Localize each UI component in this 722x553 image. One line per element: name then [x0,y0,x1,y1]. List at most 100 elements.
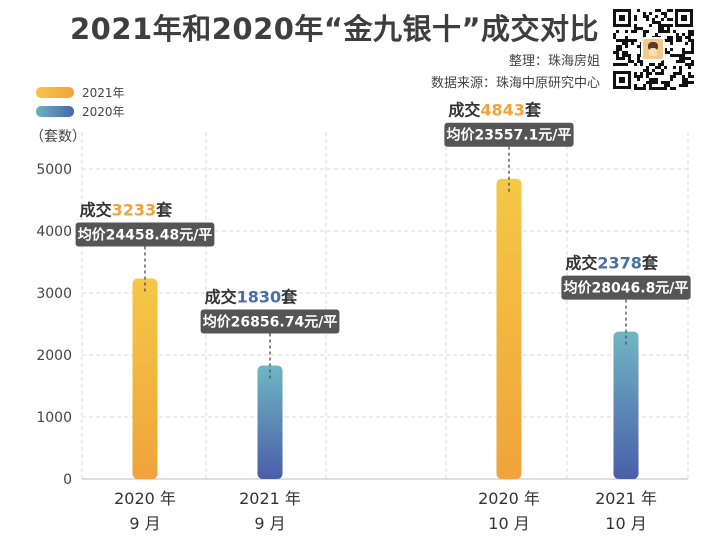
sales-number: 1830 [237,288,282,307]
qr-code [612,8,694,90]
qr-module [616,51,619,54]
price-label: 均价23557.1元/平 [447,127,572,144]
qr-module [637,45,640,48]
qr-module [673,30,676,33]
qr-module [655,9,658,12]
qr-module [619,63,622,66]
sales-label: 成交1830套 [205,288,299,307]
qr-module [640,75,643,78]
qr-module [685,63,688,66]
qr-module [661,60,664,63]
qr-module [637,9,640,12]
chart-title: 2021年和2020年“金九银十”成交对比 [70,12,600,46]
qr-module [688,72,691,75]
qr-module [634,84,637,87]
qr-module [688,63,691,66]
qr-module [691,30,694,33]
sales-prefix: 成交 [565,254,597,273]
qr-module [691,51,694,54]
qr-module [634,18,637,21]
qr-module [688,51,691,54]
qr-module [631,42,634,45]
qr-module [643,12,646,15]
qr-module [685,42,688,45]
qr-module [682,81,685,84]
qr-module [667,39,670,42]
qr-module [661,87,664,90]
y-axis-label: （套数） [30,129,86,145]
qr-module [691,75,694,78]
sales-suffix: 套 [641,254,659,273]
qr-module [613,63,616,66]
qr-module [688,36,691,39]
sales-prefix: 成交 [205,288,237,307]
qr-module [646,15,649,18]
qr-module [688,75,691,78]
qr-module [658,24,661,27]
qr-module [658,87,661,90]
qr-module [613,33,616,36]
qr-module [649,78,652,81]
qr-module [679,57,682,60]
qr-module [667,18,670,21]
qr-module [676,39,679,42]
qr-module [652,21,655,24]
qr-module [691,42,694,45]
x-tick-label: 10 月 [488,514,529,533]
qr-module [667,81,670,84]
qr-module [655,72,658,75]
qr-module [622,63,625,66]
qr-module [646,75,649,78]
qr-module [625,51,628,54]
qr-module [664,30,667,33]
qr-module [634,39,637,42]
qr-module [652,69,655,72]
qr-module [670,18,673,21]
y-tick-label: 2000 [36,348,72,364]
credit-editor: 整理：珠海房姐 [508,54,600,69]
qr-module [691,60,694,63]
qr-module [667,51,670,54]
qr-module [619,48,622,51]
qr-module [670,36,673,39]
qr-module [616,39,619,42]
qr-module [649,63,652,66]
qr-module [622,51,625,54]
qr-module [625,63,628,66]
qr-module [658,66,661,69]
qr-module [613,36,616,39]
qr-module [646,30,649,33]
qr-module [637,75,640,78]
price-label: 均价24458.48元/平 [78,227,213,244]
qr-module [628,39,631,42]
qr-module [637,78,640,81]
qr-module [679,54,682,57]
qr-module [670,24,673,27]
credit-source: 数据来源：珠海中原研究中心 [430,76,600,91]
qr-module [625,30,628,33]
qr-module [685,51,688,54]
qr-module [670,78,673,81]
qr-module [679,60,682,63]
qr-module [658,63,661,66]
qr-module [643,84,646,87]
qr-module [679,36,682,39]
qr-module [649,72,652,75]
qr-module [670,75,673,78]
qr-module [679,66,682,69]
qr-module [634,24,637,27]
qr-module [682,51,685,54]
qr-module [628,57,631,60]
qr-module [649,84,652,87]
x-tick-label: 2021 年 [239,489,301,508]
qr-module [667,84,670,87]
qr-module [682,60,685,63]
qr-module [667,9,670,12]
qr-module [685,36,688,39]
qr-module [616,54,619,57]
qr-module [685,84,688,87]
qr-module [646,72,649,75]
qr-module [652,81,655,84]
qr-module [673,66,676,69]
